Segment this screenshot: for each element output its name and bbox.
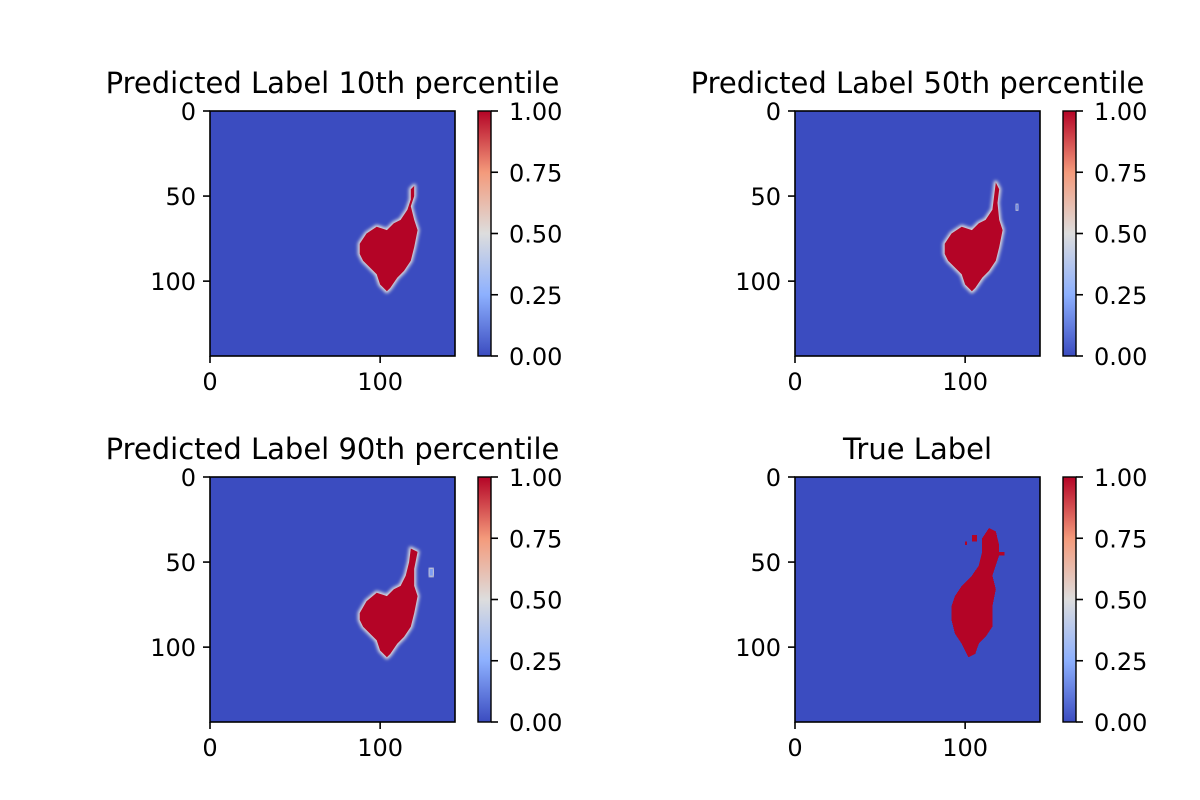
x-tick-label: 100 — [942, 734, 988, 762]
heatmap-regions — [942, 180, 1020, 294]
colorbar-gradient — [1062, 110, 1077, 357]
colorbar-tick-label: 1.00 — [509, 464, 562, 492]
y-tick-label: 0 — [181, 464, 196, 492]
colorbar-tick-label: 0.50 — [509, 587, 562, 615]
region-1 — [951, 528, 1000, 658]
x-tick-label: 0 — [202, 734, 217, 762]
axes-frame — [209, 476, 456, 723]
x-tick-label: 0 — [787, 368, 802, 396]
colorbar-tick-label: 0.75 — [1094, 159, 1147, 187]
region-2 — [1016, 204, 1018, 210]
panel-title: Predicted Label 10th percentile — [106, 66, 560, 100]
heatmap-regions — [951, 528, 1005, 658]
colorbar-tick-label: 0.00 — [509, 343, 562, 371]
y-tick-label: 50 — [750, 183, 781, 211]
x-tick-label: 100 — [357, 734, 403, 762]
axes-frame — [209, 110, 456, 357]
y-tick-label: 100 — [150, 634, 196, 662]
heatmap-regions — [357, 183, 420, 294]
colorbar-tick-label: 0.75 — [1094, 525, 1147, 553]
y-tick-label: 50 — [165, 183, 196, 211]
panel-4: True Label 0 100 0 50 100 0.00 0.25 0.50 0.75 1.00 — [735, 432, 1147, 762]
colorbar: 0.00 0.25 0.50 0.75 1.00 — [1062, 464, 1147, 737]
y-tick-label: 50 — [165, 549, 196, 577]
region-4 — [965, 541, 967, 546]
region-1 — [359, 185, 418, 292]
axes-frame — [794, 476, 1041, 723]
y-tick-label: 0 — [766, 98, 781, 126]
colorbar-tick-label: 0.50 — [509, 221, 562, 249]
colorbar-tick-label: 0.75 — [509, 159, 562, 187]
y-tick-label: 100 — [735, 634, 781, 662]
colorbar-tick-label: 0.25 — [509, 648, 562, 676]
heatmap-regions — [357, 546, 435, 660]
panel-title: True Label — [842, 432, 992, 466]
colorbar-tick-label: 0.00 — [1094, 709, 1147, 737]
colorbar: 0.00 0.25 0.50 0.75 1.00 — [477, 98, 562, 371]
colorbar-tick-label: 0.50 — [1094, 587, 1147, 615]
region-1 — [359, 548, 418, 658]
colorbar: 0.00 0.25 0.50 0.75 1.00 — [1062, 98, 1147, 371]
colorbar-tick-label: 1.00 — [1094, 464, 1147, 492]
y-tick-label: 0 — [766, 464, 781, 492]
y-tick-label: 100 — [735, 268, 781, 296]
panel-title: Predicted Label 50th percentile — [691, 66, 1145, 100]
x-tick-label: 0 — [202, 368, 217, 396]
region-2 — [971, 534, 977, 542]
colorbar-gradient — [477, 110, 492, 357]
axes-frame — [794, 110, 1041, 357]
y-tick-label: 0 — [181, 98, 196, 126]
y-tick-label: 50 — [750, 549, 781, 577]
region-2 — [429, 568, 433, 576]
colorbar-tick-label: 1.00 — [509, 98, 562, 126]
colorbar: 0.00 0.25 0.50 0.75 1.00 — [477, 464, 562, 737]
colorbar-tick-label: 0.00 — [509, 709, 562, 737]
colorbar-tick-label: 0.50 — [1094, 221, 1147, 249]
x-tick-label: 100 — [357, 368, 403, 396]
x-tick-label: 100 — [942, 368, 988, 396]
colorbar-tick-label: 0.25 — [1094, 648, 1147, 676]
colorbar-tick-label: 0.75 — [509, 525, 562, 553]
colorbar-tick-label: 1.00 — [1094, 98, 1147, 126]
colorbar-tick-label: 0.00 — [1094, 343, 1147, 371]
region-1 — [944, 182, 1003, 292]
panel-title: Predicted Label 90th percentile — [106, 432, 560, 466]
heatmap-background — [795, 477, 1040, 722]
region-3 — [999, 551, 1005, 556]
colorbar-gradient — [477, 476, 492, 723]
y-tick-label: 100 — [150, 268, 196, 296]
x-tick-label: 0 — [787, 734, 802, 762]
colorbar-gradient — [1062, 476, 1077, 723]
colorbar-tick-label: 0.25 — [509, 282, 562, 310]
colorbar-tick-label: 0.25 — [1094, 282, 1147, 310]
